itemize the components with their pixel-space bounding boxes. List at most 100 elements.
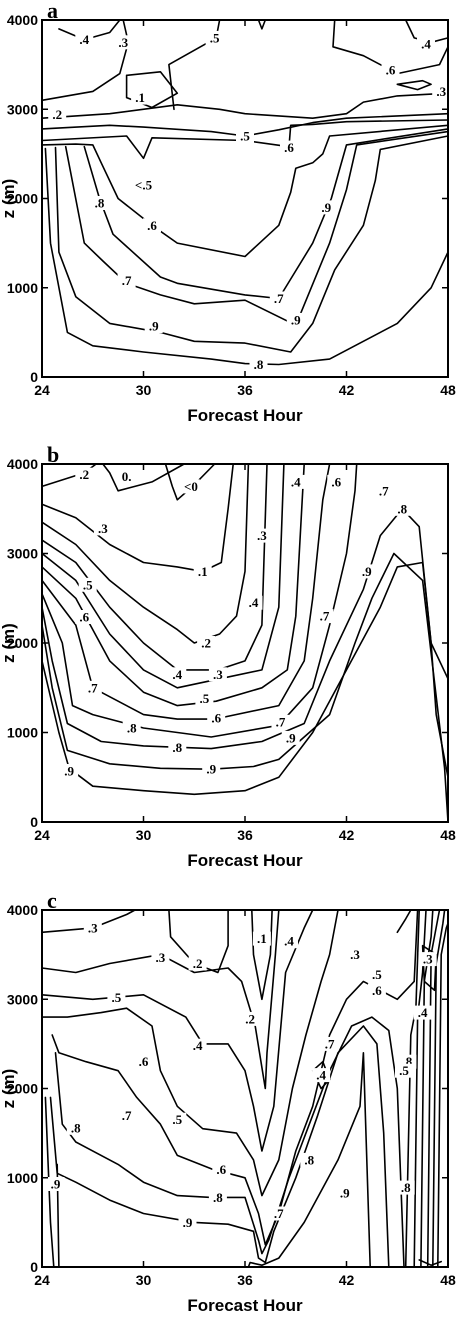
- contour-line: [413, 909, 427, 1268]
- contour-label: .6: [147, 218, 157, 233]
- contour-label-halo: [93, 521, 112, 536]
- x-tick-label: 30: [136, 1272, 152, 1288]
- contour-label: .5: [200, 691, 210, 706]
- contour-label: .1: [135, 90, 145, 105]
- contour-label: .9: [321, 200, 331, 215]
- y-tick-label: 0: [30, 369, 38, 385]
- contour-label-halo: [208, 1190, 227, 1205]
- contour-label-halo: [151, 950, 170, 965]
- contour-line: [404, 909, 420, 1268]
- contour-line: [41, 909, 339, 1197]
- x-axis-title: Forecast Hour: [187, 1296, 303, 1315]
- contour-label-halo: [418, 952, 437, 967]
- contour-label-halo: [236, 129, 254, 143]
- contour-line: [396, 909, 412, 934]
- contour-line: [41, 463, 234, 573]
- x-tick-label: 36: [237, 1272, 253, 1288]
- contour-label: .6: [79, 610, 89, 625]
- contour-label-halo: [367, 967, 386, 982]
- contour-label-halo: [315, 609, 334, 624]
- contour-line: [332, 19, 449, 75]
- contour-line: [247, 1052, 371, 1268]
- contour-label: .9: [206, 762, 216, 777]
- contour-label-halo: [195, 691, 214, 706]
- contour-label: .4: [421, 37, 431, 52]
- y-tick-label: 2000: [7, 1081, 38, 1097]
- contour-label: .5: [240, 129, 250, 144]
- x-tick-label: 24: [34, 827, 50, 843]
- contour-label: .1: [257, 931, 267, 946]
- contour-line: [418, 1259, 442, 1266]
- contour-label: .9: [51, 1177, 61, 1192]
- contour-line: [432, 909, 446, 1268]
- y-tick-label: 1000: [7, 280, 38, 296]
- contour-line: [44, 1096, 55, 1268]
- contour-line: [41, 19, 130, 102]
- panel-c: .3.2.1.3.4.5.3.2.4.5.6.6.3.4.7.4.8.7.5.5…: [0, 888, 456, 1315]
- contour-label-halo: [269, 1206, 288, 1221]
- y-tick-label: 2000: [7, 191, 38, 207]
- contour-label-halo: [271, 714, 290, 729]
- contour-label: .6: [372, 983, 382, 998]
- contour-line: [251, 909, 273, 1001]
- contour-label: .8: [254, 357, 264, 372]
- contour-label-halo: [78, 577, 97, 592]
- contour-label-halo: [269, 291, 288, 306]
- contour-line: [41, 909, 136, 934]
- contour-label-halo: [252, 931, 271, 946]
- y-axis-title: z (m): [0, 179, 18, 219]
- y-axis-title: z (m): [0, 1069, 18, 1109]
- contour-label-halo: [117, 1108, 136, 1123]
- x-tick-label: 42: [339, 1272, 355, 1288]
- contour-label: .9: [149, 319, 159, 334]
- contour-label: .3: [423, 952, 433, 967]
- contour-label-halo: [188, 956, 207, 971]
- contour-line: [125, 71, 179, 109]
- contour-label-halo: [300, 1152, 319, 1167]
- contour-label-halo: [286, 474, 305, 489]
- contour-label-halo: [143, 218, 161, 233]
- contour-line: [41, 92, 449, 119]
- contour-label: .3: [436, 84, 446, 99]
- contour-line: [54, 135, 449, 353]
- y-tick-label: 1000: [7, 1170, 38, 1186]
- contour-label-halo: [432, 84, 451, 99]
- contour-lines: [41, 463, 449, 823]
- y-tick-label: 3000: [7, 991, 38, 1007]
- contour-label-halo: [280, 140, 298, 155]
- contour-line: [437, 922, 449, 1268]
- contour-line: [41, 909, 280, 1090]
- contour-label: .2: [201, 636, 211, 651]
- contour-label: .3: [257, 528, 267, 543]
- contour-label-halo: [312, 1068, 331, 1083]
- contour-line: [41, 463, 358, 738]
- contour-label-halo: [395, 1063, 413, 1078]
- contour-label-halo: [90, 196, 109, 210]
- contour-label: .8: [127, 721, 137, 736]
- contour-label: .3: [118, 35, 128, 50]
- contour-label-halo: [168, 1112, 187, 1127]
- contour-label: .6: [331, 474, 341, 489]
- contour-label: .6: [284, 140, 294, 155]
- contour-label-halo: [212, 1162, 231, 1177]
- contour-label-halo: [181, 479, 200, 494]
- contour-line: [168, 19, 221, 111]
- x-tick-label: 48: [440, 382, 456, 398]
- contour-label: .9: [362, 564, 372, 579]
- x-axis-title: Forecast Hour: [187, 406, 303, 425]
- contour-label: .5: [399, 1063, 409, 1078]
- contour-label-halo: [168, 667, 187, 682]
- contour-label-halo: [327, 474, 346, 489]
- contour-line: [44, 147, 449, 366]
- contour-label: <.5: [135, 178, 153, 193]
- contour-label-halo: [122, 721, 141, 735]
- contour-label-halo: [75, 610, 94, 624]
- contour-label-halo: [107, 990, 126, 1005]
- contour-label-halo: [144, 319, 163, 334]
- contour-label-halo: [281, 730, 300, 745]
- contour-line: [54, 1016, 405, 1268]
- contour-label: .4: [249, 595, 259, 610]
- contour-label: .4: [316, 1068, 326, 1083]
- panel-label: b: [47, 442, 59, 467]
- contour-line: [41, 508, 449, 750]
